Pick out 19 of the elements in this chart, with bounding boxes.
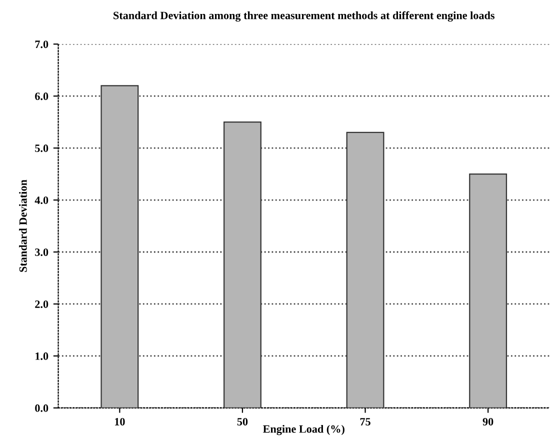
y-tick-label: 1.0 <box>36 352 48 360</box>
y-tick-label: 5.0 <box>35 144 48 152</box>
y-tick-label: 0.0 <box>35 404 48 412</box>
x-tick-label: 90 <box>482 418 494 426</box>
chart-title: Standard Deviation among three measurement methods at different engine loads <box>114 11 494 22</box>
x-tick-label: 50 <box>237 418 248 426</box>
bar <box>100 85 139 408</box>
bar <box>223 122 262 408</box>
y-tick-label: 2.0 <box>35 300 48 308</box>
bar <box>346 132 384 408</box>
y-tick-label: 4.0 <box>34 196 48 204</box>
y-axis-title: Standard Deviation <box>19 180 27 272</box>
x-tick-label: 75 <box>360 418 370 426</box>
bar <box>469 173 508 408</box>
x-axis-title: Engine Load (%) <box>262 424 344 436</box>
y-tick-label: 7.0 <box>35 40 48 48</box>
x-tick-label: 10 <box>115 418 125 426</box>
y-tick-label: 3.0 <box>35 248 48 256</box>
y-tick-label: 6.0 <box>35 92 48 100</box>
